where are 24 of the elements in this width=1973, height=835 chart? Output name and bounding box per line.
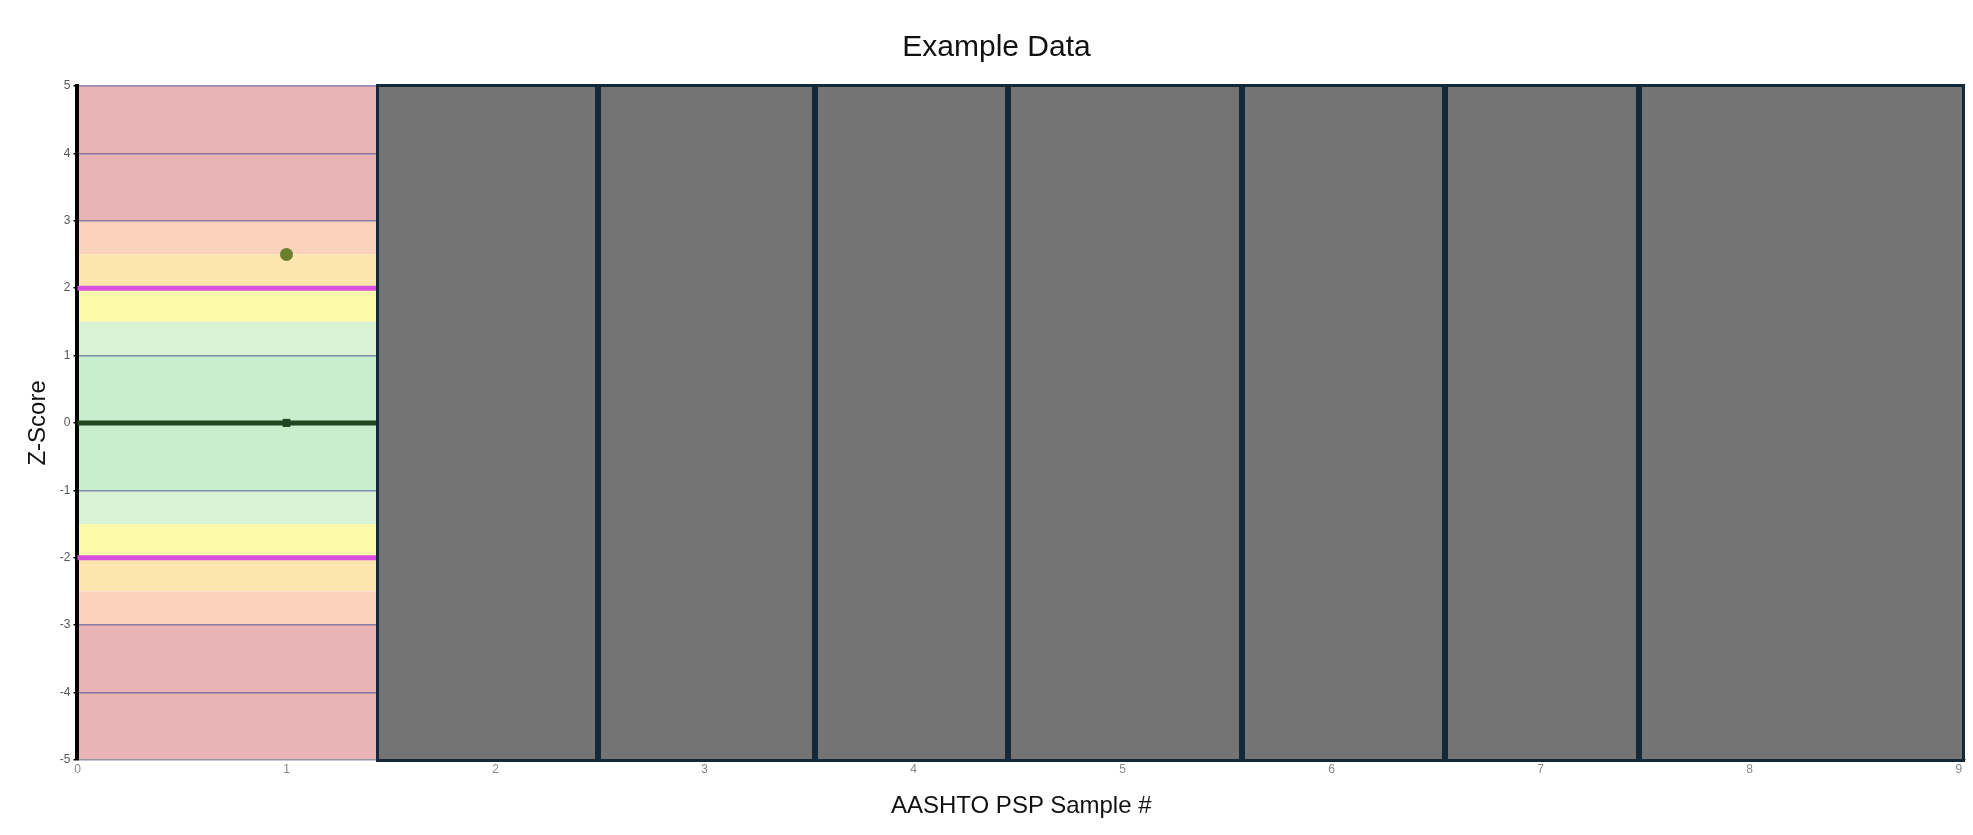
y-tick-label: 1 bbox=[63, 347, 71, 362]
x-tick-label: 7 bbox=[1537, 762, 1545, 777]
x-tick-label: 5 bbox=[1119, 762, 1127, 777]
y-tick-label: -1 bbox=[59, 482, 71, 497]
y-tick-label: 0 bbox=[63, 415, 71, 430]
x-tick-label: 6 bbox=[1328, 762, 1336, 777]
x-tick-label: 1 bbox=[283, 762, 291, 777]
x-tick-label: 0 bbox=[74, 762, 82, 777]
y-tick-label: -5 bbox=[59, 752, 71, 767]
y-tick-label: 5 bbox=[63, 78, 71, 93]
x-tick-label: 9 bbox=[1955, 762, 1963, 777]
y-tick-label: 4 bbox=[63, 145, 71, 160]
y-tick-label: -3 bbox=[59, 617, 71, 632]
x-tick-label: 4 bbox=[910, 762, 918, 777]
y-tick-label: -2 bbox=[59, 549, 71, 564]
x-tick-label: 2 bbox=[492, 762, 500, 777]
chart-title: Example Data bbox=[902, 29, 1092, 63]
x-tick-label: 8 bbox=[1746, 762, 1754, 777]
y-tick-label: 2 bbox=[63, 280, 71, 295]
y-tick-label: -4 bbox=[59, 684, 71, 699]
y-axis-title: Z-Score bbox=[23, 380, 51, 466]
x-axis-title: AASHTO PSP Sample # bbox=[890, 791, 1153, 819]
y-tick-label: 3 bbox=[63, 213, 71, 228]
x-tick-label: 3 bbox=[701, 762, 709, 777]
